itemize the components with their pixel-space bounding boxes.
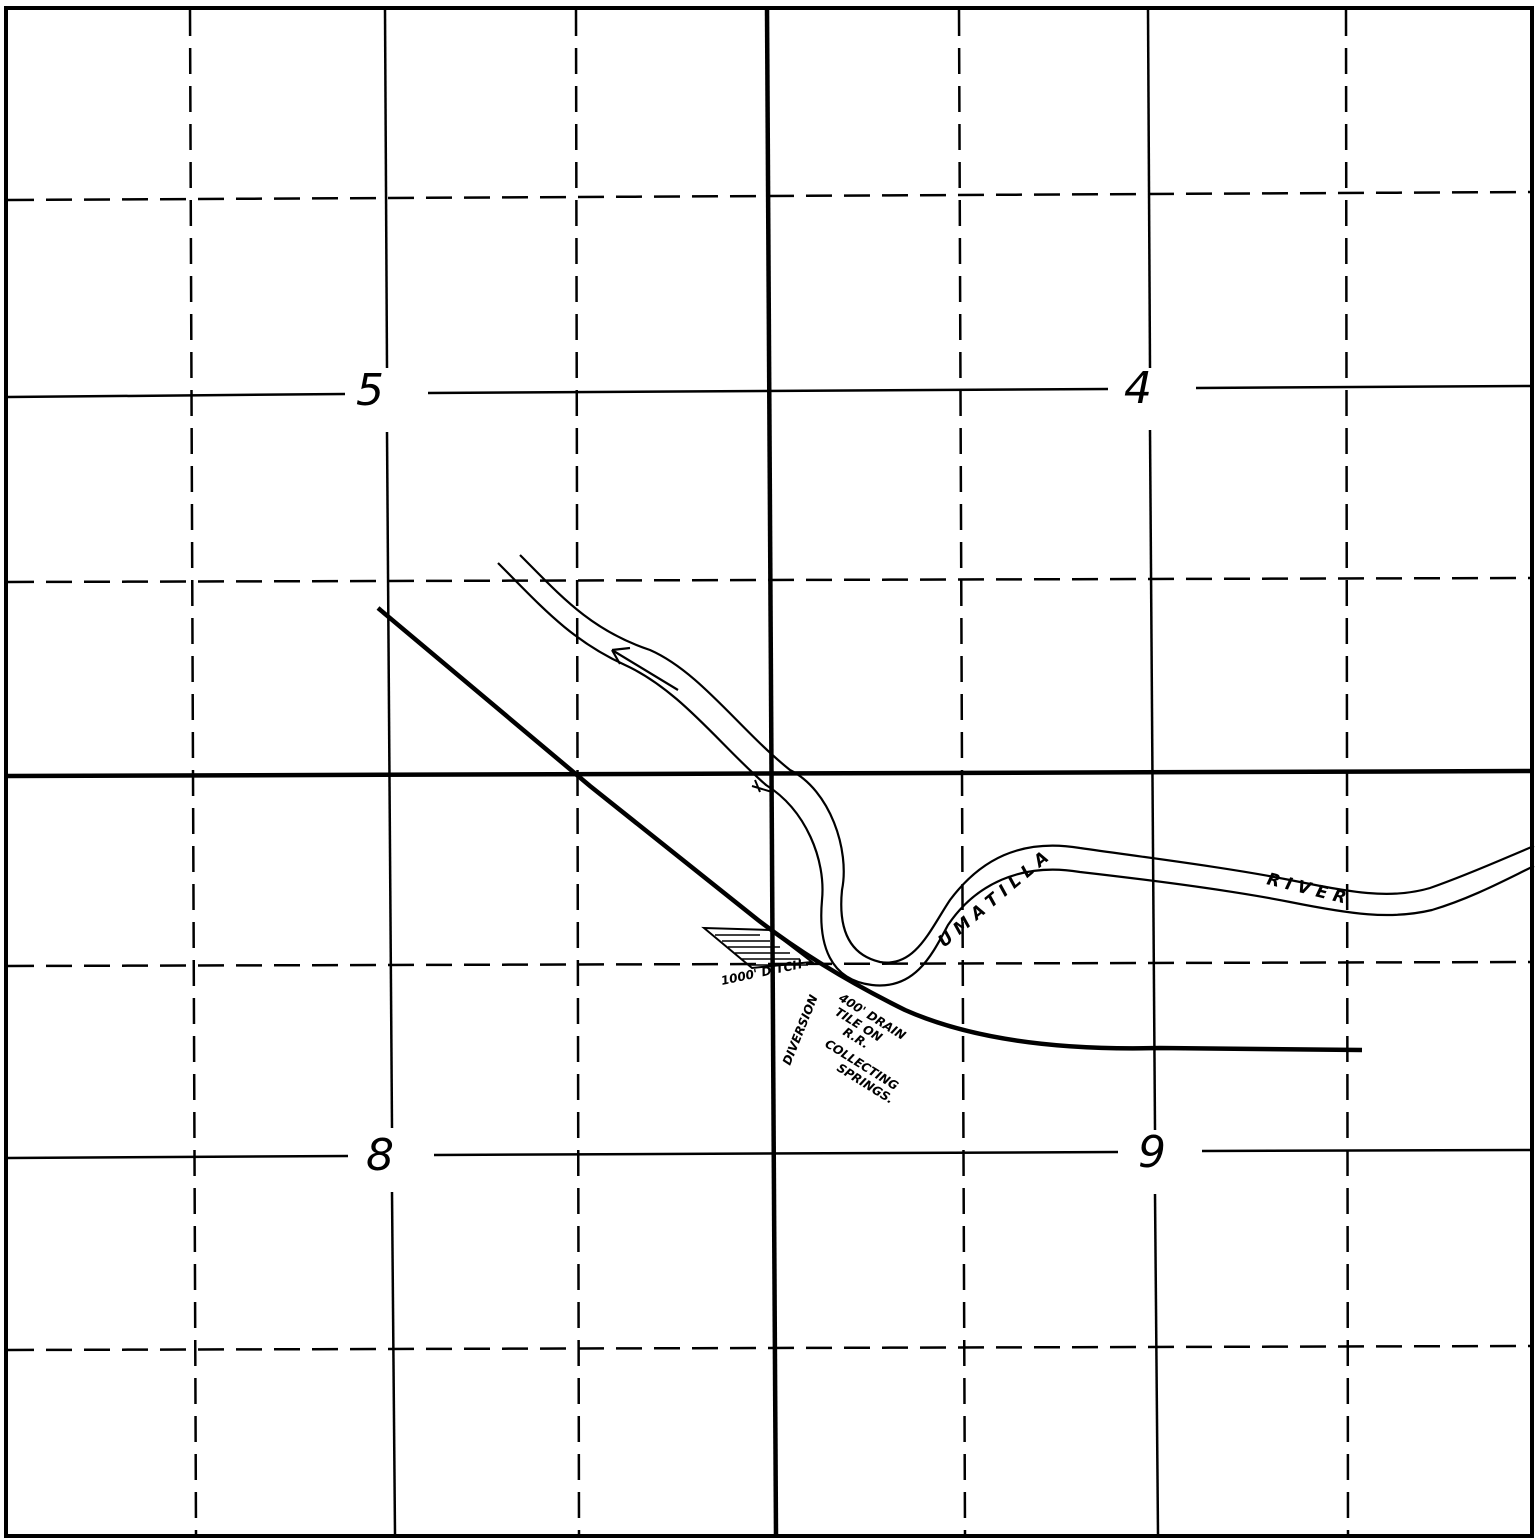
quarter-lines: [7, 9, 1531, 1535]
section-number-5: 5: [356, 365, 384, 416]
quarter-line: [383, 9, 389, 369]
section-lines: [7, 7, 1533, 1537]
quarter-line: [1148, 429, 1157, 1131]
quarter-line: [433, 1150, 1119, 1157]
quarter-line: [1201, 1148, 1531, 1153]
quarter-line: [385, 431, 394, 1129]
quarter-line: [390, 1191, 397, 1535]
river-bank-north: [519, 554, 1535, 964]
ditch-hatched-area: [701, 926, 815, 970]
flow-arrow: [611, 646, 679, 691]
quarter-line: [1195, 384, 1531, 390]
grid-line-h: [7, 1344, 1531, 1352]
quarter-line: [1153, 1193, 1160, 1535]
section-number-8: 8: [366, 1130, 394, 1181]
river-bank-south: [497, 562, 1535, 987]
quarter-line: [7, 1154, 349, 1160]
section-number-9: 9: [1138, 1127, 1166, 1178]
railroad-line: [376, 606, 1363, 1053]
river-channel: [497, 554, 1535, 987]
quarter-line: [7, 392, 346, 399]
section-line-horizontal: [7, 768, 1533, 779]
grid-line-v: [188, 9, 198, 1535]
section-number-4: 4: [1124, 363, 1152, 414]
diversion-mark: [751, 779, 773, 793]
quarter-line: [1146, 9, 1152, 369]
grid-line-h: [7, 960, 1531, 968]
